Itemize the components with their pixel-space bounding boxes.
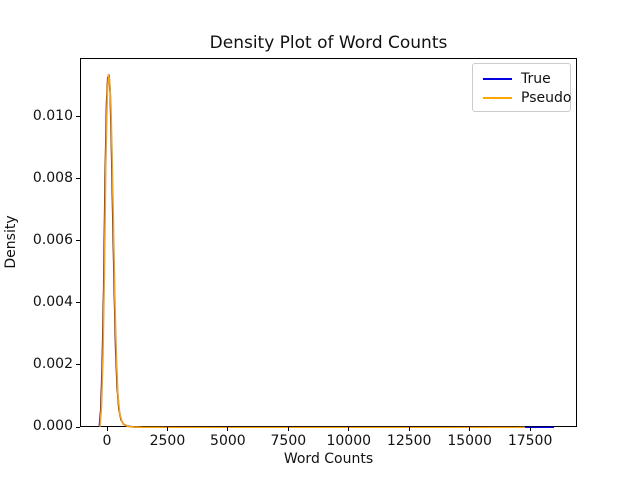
y-tick-label: 0.000 [32, 418, 73, 434]
y-tick-mark [76, 178, 80, 180]
pseudo-line-swatch [483, 96, 512, 99]
y-tick-label: 0.008 [32, 169, 73, 186]
x-tick-mark [529, 427, 531, 431]
x-tick-mark [106, 427, 108, 431]
legend-entry-true: True [473, 69, 570, 88]
series-pseudo-line [99, 73, 526, 428]
x-tick-mark [469, 427, 471, 431]
y-tick-label: 0.010 [32, 107, 73, 124]
density-curves-canvas [98, 73, 555, 428]
x-tick-label: 0 [102, 433, 112, 449]
x-tick-label: 15000 [447, 433, 492, 449]
chart-title: Density Plot of Word Counts [209, 33, 448, 53]
x-tick-mark [348, 427, 350, 431]
y-tick-mark [76, 364, 80, 366]
legend-label-pseudo: Pseudo [521, 89, 572, 106]
legend-entry-pseudo: Pseudo [473, 88, 572, 107]
y-tick-mark [76, 240, 80, 242]
true-line-swatch [483, 77, 512, 80]
y-tick-label: 0.004 [32, 293, 73, 310]
y-tick-mark [76, 116, 80, 118]
x-tick-mark [227, 427, 229, 431]
series-true-line [98, 74, 555, 428]
y-tick-mark [76, 426, 80, 428]
x-tick-label: 2500 [149, 433, 186, 449]
x-tick-label: 7500 [270, 433, 307, 449]
x-tick-mark [166, 427, 168, 431]
y-tick-label: 0.002 [32, 355, 73, 372]
x-tick-mark [408, 427, 410, 431]
x-axis-label: Word Counts [283, 451, 374, 467]
legend-label-true: True [521, 70, 551, 87]
x-tick-label: 12500 [386, 433, 432, 449]
y-tick-mark [76, 302, 80, 304]
y-tick-label: 0.006 [32, 231, 73, 248]
x-tick-mark [287, 427, 289, 431]
x-tick-label: 5000 [210, 433, 246, 449]
x-tick-label: 17500 [507, 433, 553, 449]
plot-area: True Pseudo [80, 58, 577, 428]
x-tick-label: 10000 [326, 433, 372, 449]
legend: True Pseudo [472, 63, 571, 112]
